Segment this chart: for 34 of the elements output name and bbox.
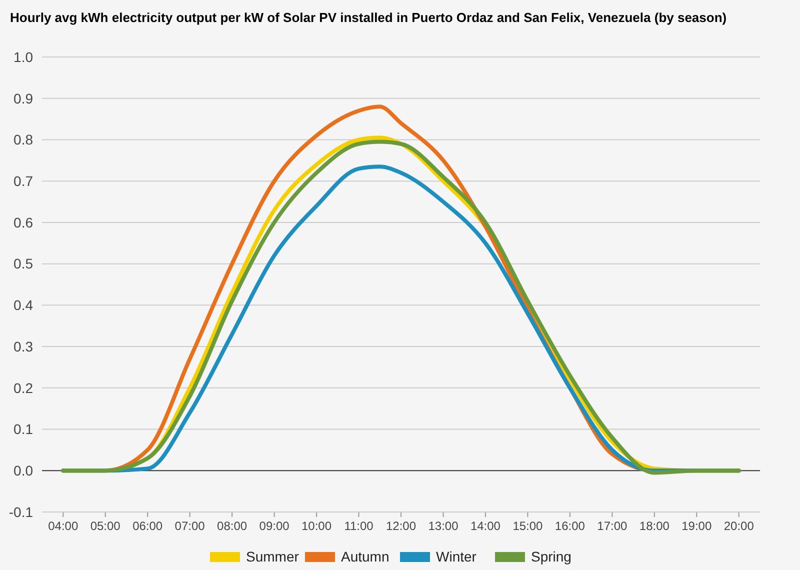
legend-label: Spring (531, 548, 572, 564)
y-tick-label: 0.0 (14, 462, 34, 479)
y-tick-label: 1.0 (14, 48, 34, 65)
x-tick-label: 07:00 (174, 519, 206, 533)
y-tick-label: 0.6 (14, 214, 34, 230)
x-tick-label: 11:00 (344, 519, 374, 533)
x-tick-label: 10:00 (302, 519, 332, 533)
y-tick-label: 0.9 (14, 90, 34, 106)
x-tick-label: 05:00 (90, 519, 121, 533)
y-tick-label: 0.5 (14, 256, 34, 272)
x-tick-label: 16:00 (554, 519, 586, 533)
x-tick-label: 20:00 (724, 519, 754, 533)
y-tick-label: 0.4 (14, 297, 34, 314)
x-tick-label: 09:00 (259, 519, 290, 533)
legend-label: Autumn (341, 548, 390, 564)
x-tick-label: 08:00 (217, 519, 248, 533)
x-tick-label: 19:00 (682, 519, 712, 533)
x-tick-label: 12:00 (386, 519, 416, 533)
x-tick-label: 06:00 (132, 519, 163, 533)
y-tick-label: -0.1 (8, 504, 34, 520)
chart-title: Hourly avg kWh electricity output per kW of Solar PV installed in Puerto Ordaz and San Felix, Venezuela (by season) (10, 9, 728, 27)
legend-label: Winter (436, 548, 477, 564)
x-tick-label: 04:00 (48, 519, 78, 533)
y-tick-label: 0.2 (14, 380, 34, 396)
y-tick-label: 0.7 (14, 172, 34, 189)
x-tick-label: 17:00 (597, 519, 628, 533)
x-tick-label: 13:00 (428, 519, 459, 533)
legend-label: Summer (246, 548, 300, 564)
x-tick-label: 14:00 (470, 519, 501, 533)
y-tick-label: 0.8 (14, 132, 34, 148)
y-tick-label: 0.3 (14, 338, 34, 354)
y-tick-label: 0.1 (14, 421, 34, 438)
x-tick-label: 15:00 (512, 519, 544, 533)
x-tick-label: 18:00 (639, 519, 670, 533)
